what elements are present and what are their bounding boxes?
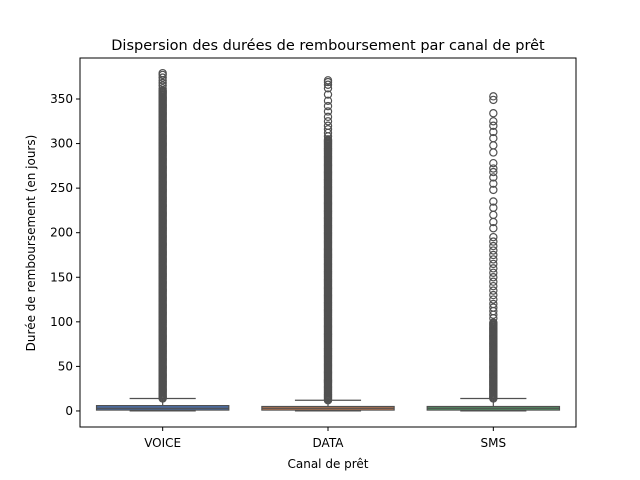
outlier-point <box>489 295 498 304</box>
outlier-point <box>489 158 498 168</box>
outlier-point <box>489 232 498 242</box>
outlier-point <box>489 164 498 173</box>
y-tick-label: 200 <box>50 226 73 240</box>
x-tick-label: DATA <box>313 436 345 450</box>
box-group-voice <box>95 68 230 412</box>
outlier-point <box>489 250 498 260</box>
outlier-point <box>489 273 498 282</box>
y-axis: 0 50 100 150 200 250 300 350 <box>50 92 80 418</box>
outlier-point <box>489 259 498 269</box>
outlier-point <box>489 277 498 286</box>
outlier-point <box>489 241 498 251</box>
outlier-point <box>323 84 333 93</box>
outlier-point <box>323 90 333 99</box>
outlier-point <box>323 80 333 89</box>
outlier-point <box>489 224 498 233</box>
box-group-sms <box>426 92 561 412</box>
outlier-point <box>158 68 167 78</box>
outlier-point <box>489 299 498 309</box>
x-tick-label: VOICE <box>144 436 181 450</box>
outlier-point <box>158 78 167 88</box>
x-tick-label: SMS <box>481 436 507 450</box>
outlier-point <box>489 95 498 105</box>
y-tick-label: 150 <box>50 270 73 284</box>
outlier-point <box>489 290 498 300</box>
outlier-point <box>489 109 498 118</box>
outlier-point <box>489 185 498 195</box>
outlier-point <box>323 121 333 130</box>
outlier-point <box>489 197 498 206</box>
outlier-point <box>323 125 333 134</box>
outlier-point <box>323 112 333 122</box>
outlier-point <box>489 92 498 101</box>
chart-title: Dispersion des durées de remboursement p… <box>111 38 545 54</box>
outlier-point <box>489 318 498 327</box>
y-tick-label: 0 <box>65 404 73 418</box>
box-group-data <box>261 76 395 412</box>
outlier-point <box>489 281 498 291</box>
outlier-point <box>323 101 333 111</box>
outlier-point <box>489 173 498 182</box>
y-tick-label: 300 <box>50 137 73 151</box>
outlier-point <box>158 84 167 93</box>
outlier-point <box>489 179 498 188</box>
outlier-point <box>489 167 498 177</box>
y-tick-label: 50 <box>58 359 73 373</box>
x-axis-label: Canal de prêt <box>287 457 368 471</box>
outlier-point <box>489 255 498 264</box>
outlier-point <box>158 73 167 82</box>
outlier-point <box>323 96 333 105</box>
outlier-point <box>489 121 498 130</box>
outlier-point <box>489 134 498 143</box>
outlier-point <box>323 135 333 144</box>
outlier-point <box>323 107 333 116</box>
y-axis-label: Durée de remboursement (en jours) <box>24 135 38 352</box>
x-axis: VOICE DATA SMS <box>144 427 506 450</box>
outlier-point <box>323 76 333 85</box>
outlier-point <box>489 268 498 278</box>
outlier-point <box>489 203 498 212</box>
y-tick-label: 100 <box>50 315 73 329</box>
outlier-point <box>489 286 498 295</box>
outlier-point <box>489 127 498 137</box>
outlier-point <box>323 117 333 126</box>
outlier-point <box>489 117 498 126</box>
outlier-point <box>158 81 167 90</box>
outlier-point <box>489 246 498 255</box>
y-tick-label: 350 <box>50 92 73 106</box>
outlier-point <box>489 303 498 312</box>
plot-area <box>95 68 561 412</box>
outlier-point <box>489 264 498 273</box>
outlier-point <box>489 237 498 246</box>
y-tick-label: 250 <box>50 181 73 195</box>
